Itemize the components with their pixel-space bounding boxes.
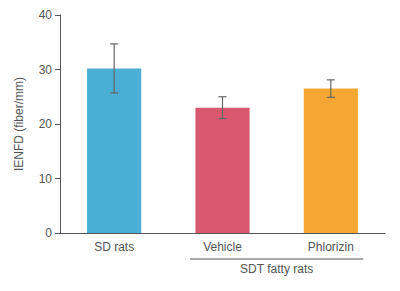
svg-text:Phlorizin: Phlorizin: [308, 240, 354, 254]
svg-text:40: 40: [39, 8, 53, 22]
svg-text:0: 0: [45, 226, 52, 240]
svg-text:IENFD (fiber/mm): IENFD (fiber/mm): [12, 77, 26, 171]
svg-text:SDT fatty rats: SDT fatty rats: [240, 262, 313, 276]
svg-text:Vehicle: Vehicle: [203, 240, 242, 254]
svg-text:SD rats: SD rats: [94, 240, 134, 254]
svg-text:20: 20: [39, 117, 53, 131]
svg-text:30: 30: [39, 63, 53, 77]
svg-text:10: 10: [39, 172, 53, 186]
